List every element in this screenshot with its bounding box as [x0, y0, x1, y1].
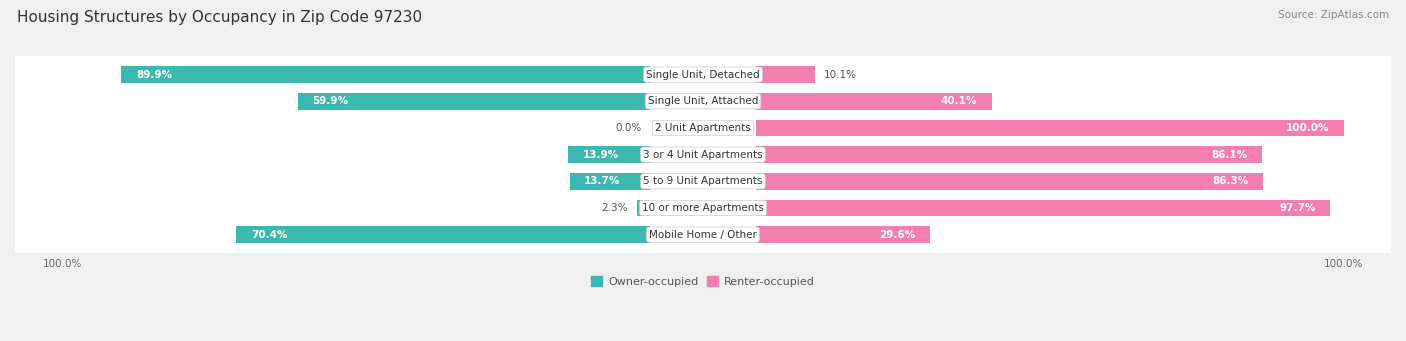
Bar [756, 173, 1264, 190]
Text: 86.3%: 86.3% [1212, 176, 1249, 186]
Bar [756, 120, 1344, 136]
Bar [298, 93, 650, 109]
Text: 59.9%: 59.9% [312, 96, 349, 106]
Bar [756, 146, 1263, 163]
Bar [756, 66, 815, 83]
Bar [637, 200, 650, 216]
Text: 13.9%: 13.9% [583, 150, 619, 160]
Bar [569, 173, 650, 190]
Bar [568, 146, 650, 163]
Text: 86.1%: 86.1% [1212, 150, 1247, 160]
FancyBboxPatch shape [3, 144, 1403, 325]
Text: 10 or more Apartments: 10 or more Apartments [643, 203, 763, 213]
Text: Single Unit, Detached: Single Unit, Detached [647, 70, 759, 79]
Bar [756, 226, 929, 243]
FancyBboxPatch shape [3, 38, 1403, 218]
FancyBboxPatch shape [3, 64, 1403, 245]
Text: Single Unit, Attached: Single Unit, Attached [648, 96, 758, 106]
Text: Source: ZipAtlas.com: Source: ZipAtlas.com [1278, 10, 1389, 20]
Text: Mobile Home / Other: Mobile Home / Other [650, 229, 756, 240]
FancyBboxPatch shape [3, 0, 1403, 165]
Text: 2.3%: 2.3% [602, 203, 627, 213]
FancyBboxPatch shape [3, 11, 1403, 192]
FancyBboxPatch shape [3, 118, 1403, 298]
Bar [121, 66, 650, 83]
Text: 70.4%: 70.4% [250, 229, 287, 240]
Text: 10.1%: 10.1% [824, 70, 858, 79]
FancyBboxPatch shape [3, 91, 1403, 272]
Text: 3 or 4 Unit Apartments: 3 or 4 Unit Apartments [643, 150, 763, 160]
Bar [756, 93, 991, 109]
Legend: Owner-occupied, Renter-occupied: Owner-occupied, Renter-occupied [586, 272, 820, 291]
Bar [236, 226, 650, 243]
Text: 100.0%: 100.0% [1285, 123, 1329, 133]
Text: 2 Unit Apartments: 2 Unit Apartments [655, 123, 751, 133]
Text: 89.9%: 89.9% [136, 70, 172, 79]
Text: Housing Structures by Occupancy in Zip Code 97230: Housing Structures by Occupancy in Zip C… [17, 10, 422, 25]
Bar [756, 200, 1330, 216]
Text: 97.7%: 97.7% [1279, 203, 1316, 213]
Text: 29.6%: 29.6% [879, 229, 915, 240]
Text: 5 to 9 Unit Apartments: 5 to 9 Unit Apartments [644, 176, 762, 186]
Text: 13.7%: 13.7% [585, 176, 620, 186]
Text: 40.1%: 40.1% [941, 96, 977, 106]
Text: 0.0%: 0.0% [614, 123, 641, 133]
